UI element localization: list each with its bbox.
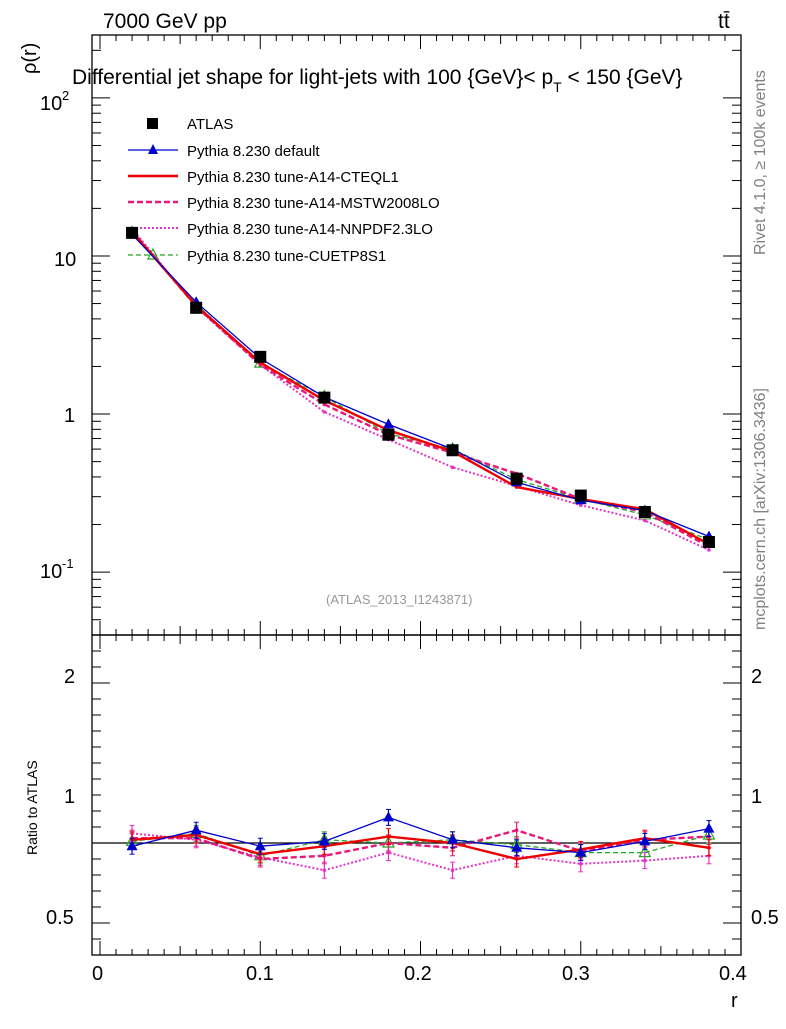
- ratio-y-tick-label-1: 1: [64, 786, 75, 808]
- ratio-point-cteql1: [386, 834, 391, 839]
- series-line-cteql1: [131, 231, 710, 546]
- ratio-point-cteql1: [707, 846, 711, 850]
- ratio-line-cteql1: [132, 833, 710, 861]
- mcplots-label: mcplots.cern.ch [arXiv:1306.3436]: [752, 388, 769, 630]
- legend-label-atlas: ATLAS: [187, 116, 233, 133]
- ratio-point-cteql1: [514, 857, 519, 861]
- x-axis-label: r: [731, 990, 738, 1012]
- ratio-line-default: [131, 816, 710, 854]
- y-tick-label-10: 10: [54, 249, 76, 271]
- plot-title-main: Differential jet shape for light-jets wi…: [72, 66, 553, 89]
- legend-label-nnpdf: Pythia 8.230 tune-A14-NNPDF2.3LO: [187, 221, 433, 238]
- ratio-point-default: [703, 822, 715, 833]
- ratio-line-mstw: [132, 828, 710, 861]
- legend-marker-default: [148, 144, 158, 154]
- ratio-y-tick-label-2: 2: [64, 666, 75, 688]
- data-point-data: [318, 391, 331, 404]
- data-point-nnpdf: [643, 518, 647, 523]
- data-point-default: [382, 418, 394, 429]
- ratio-y-tick-label-right-2: 2: [751, 666, 762, 688]
- ratio-y-axis-label: Ratio to ATLAS: [24, 760, 40, 855]
- legend: ATLAS Pythia 8.230 default Pythia 8.230 …: [128, 116, 440, 265]
- ratio-layer: [125, 808, 716, 879]
- y-tick-label-0.1: 10: [40, 561, 62, 583]
- data-point-data: [126, 226, 139, 239]
- data-point-data: [382, 428, 395, 441]
- ratio-point-default: [318, 835, 330, 846]
- legend-label-default: Pythia 8.230 default: [187, 143, 320, 160]
- ratio-point-default: [254, 840, 266, 851]
- legend-label-cuetp: Pythia 8.230 tune-CUETP8S1: [187, 248, 386, 265]
- x-tick-label-0.2: 0.2: [404, 963, 432, 985]
- energy-label: 7000 GeV pp: [103, 10, 227, 33]
- ratio-point-default: [382, 811, 394, 822]
- ratio-point-mstw: [514, 828, 519, 832]
- data-point-data: [190, 301, 203, 314]
- ratio-point-nnpdf: [322, 868, 327, 872]
- data-point-data: [446, 444, 459, 457]
- plot-title: Differential jet shape for light-jets wi…: [72, 66, 683, 95]
- plot-title-subscript: T: [553, 79, 562, 95]
- ratio-point-default: [190, 824, 202, 835]
- legend-marker-atlas: [147, 118, 158, 129]
- data-point-data: [702, 536, 715, 549]
- x-tick-label-0.1: 0.1: [246, 963, 274, 985]
- series-line-nnpdf: [131, 227, 710, 551]
- legend-label-mstw: Pythia 8.230 tune-A14-MSTW2008LO: [187, 195, 440, 212]
- axis-ticks: [92, 35, 742, 956]
- x-tick-label-0.4: 0.4: [719, 963, 747, 985]
- ratio-point-nnpdf: [386, 850, 391, 855]
- x-tick-label-0.3: 0.3: [562, 963, 590, 985]
- data-point-data: [574, 489, 587, 502]
- data-point-nnpdf: [322, 410, 327, 414]
- y-axis-label: ρ(r): [19, 43, 41, 74]
- data-point-data: [510, 472, 523, 485]
- y-tick-label-100: 10: [40, 93, 62, 115]
- data-point-data: [638, 506, 651, 519]
- series-layer: [125, 225, 716, 552]
- ratio-y-tick-label-right-0.5: 0.5: [751, 907, 779, 929]
- ratio-point-nnpdf: [450, 868, 455, 872]
- ratio-point-default: [639, 835, 651, 846]
- data-point-nnpdf: [707, 548, 711, 552]
- y-tick-exponent-0.1: -1: [62, 556, 74, 571]
- plot-title-tail: < 150 {GeV}: [562, 66, 683, 89]
- ratio-point-nnpdf: [578, 862, 583, 866]
- ratio-line-nnpdf: [132, 832, 710, 872]
- x-tick-label-0: 0: [92, 963, 103, 985]
- data-point-nnpdf: [450, 465, 455, 470]
- analysis-id-label: (ATLAS_2013_I1243871): [326, 592, 472, 607]
- y-tick-label-1: 1: [64, 405, 75, 427]
- ratio-point-default: [126, 840, 138, 851]
- y-tick-exponent-100: 2: [62, 88, 69, 103]
- ratio-point-mstw: [322, 854, 327, 858]
- data-point-nnpdf: [578, 503, 583, 507]
- ratio-point-default: [447, 833, 459, 844]
- data-point-data: [254, 350, 267, 363]
- ratio-y-tick-label-0.5: 0.5: [46, 907, 74, 929]
- ratio-point-default: [511, 841, 523, 852]
- ratio-point-default: [575, 846, 587, 857]
- rivet-version-label: Rivet 4.1.0, ≥ 100k events: [752, 70, 769, 255]
- legend-label-cteql1: Pythia 8.230 tune-A14-CTEQL1: [187, 169, 399, 186]
- ratio-point-nnpdf: [643, 858, 647, 863]
- ratio-y-tick-label-right-1: 1: [751, 786, 762, 808]
- process-label: tt̄: [718, 10, 730, 33]
- series-line-default: [131, 233, 710, 538]
